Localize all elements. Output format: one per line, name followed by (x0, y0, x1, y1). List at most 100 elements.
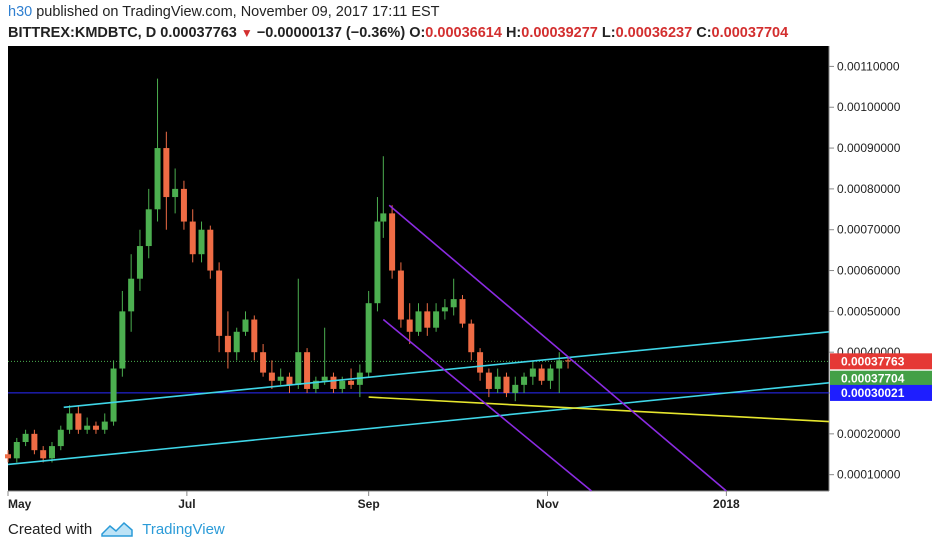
candle-body (40, 450, 47, 459)
candle-body (268, 372, 275, 381)
candle-body (565, 360, 572, 362)
candle-body (101, 421, 108, 430)
candle-body (415, 311, 422, 332)
time-tick-label: Nov (536, 497, 559, 511)
price-tick-label: 0.00080000 (837, 182, 901, 196)
publish-info: published on TradingView.com, November 0… (36, 4, 440, 20)
candle-body (31, 433, 38, 451)
time-ticks: May Jul Sep Nov 2018 (7, 491, 740, 511)
high-label: H: (505, 25, 522, 41)
candle-body (145, 209, 152, 247)
candle-body (163, 148, 170, 198)
candle-body (468, 323, 475, 353)
candle-body (494, 376, 501, 389)
change-value: −0.00000137 (−0.36%) (256, 25, 406, 41)
price-tick-label: 0.00090000 (837, 141, 901, 155)
trendline-yellow (368, 396, 830, 423)
close-value: 0.00037704 (711, 25, 789, 41)
candle-body (5, 454, 11, 459)
price-axis-background (829, 46, 932, 491)
time-tick-label: May (8, 497, 32, 511)
candle-body (529, 368, 536, 377)
candle-body (433, 311, 440, 328)
candle-body (321, 376, 328, 381)
candle-body (22, 433, 29, 443)
trendline-purple (388, 204, 727, 492)
tradingview-brand-link[interactable]: TradingView (142, 520, 225, 538)
price-tag-label: 0.00037704 (841, 372, 905, 386)
candle-body (441, 307, 448, 312)
horizontal-lines (8, 360, 829, 394)
price-tick-label: 0.00100000 (837, 100, 901, 114)
author-name[interactable]: h30 (8, 4, 33, 20)
candle-body (154, 148, 161, 210)
open-label: O: (409, 25, 426, 41)
candle-body (75, 413, 82, 430)
price-tick-label: 0.00020000 (837, 427, 901, 441)
candle-body (380, 213, 387, 222)
created-with-label: Created with (8, 520, 93, 538)
tradingview-logo-icon[interactable] (100, 520, 134, 538)
candle-body (180, 188, 187, 222)
candle-body (119, 311, 126, 369)
candle-body (348, 380, 355, 385)
ohlc-line: BITTREX:KMDBTC, D 0.00037763 ▼ −0.000001… (8, 25, 924, 41)
candle-body (556, 360, 563, 369)
candle-body (397, 270, 404, 320)
candle-body (207, 229, 214, 271)
candle-body (547, 368, 554, 381)
low-value: 0.00036237 (615, 25, 693, 41)
candle-body (424, 311, 431, 328)
candle-body (503, 376, 510, 394)
trendline-purple (382, 318, 593, 492)
price-chart[interactable]: 0.000100000.000200000.000300000.00040000… (0, 46, 932, 516)
candle-body (477, 352, 484, 373)
open-value: 0.00036614 (425, 25, 502, 41)
price-tick-label: 0.00050000 (837, 304, 901, 318)
candle-body (277, 376, 284, 381)
price-tick-label: 0.00060000 (837, 264, 901, 278)
price-tick-label: 0.00110000 (837, 59, 900, 73)
down-arrow-icon: ▼ (240, 26, 253, 40)
candle-body (286, 376, 293, 385)
symbol-label: BITTREX:KMDBTC, D (8, 25, 157, 41)
publish-line: h30 published on TradingView.com, Novemb… (8, 4, 924, 20)
price-tag-label: 0.00037763 (841, 354, 905, 368)
low-label: L: (601, 25, 616, 41)
trendline-cyan (63, 330, 830, 409)
candle-body (374, 221, 381, 304)
candle-body (66, 413, 73, 430)
candle-body (233, 331, 240, 353)
candle-body (48, 446, 55, 459)
candle-body (521, 376, 528, 385)
candle-body (110, 368, 117, 422)
close-label: C: (696, 25, 712, 41)
price-tick-label: 0.00010000 (837, 468, 901, 482)
time-tick-label: Jul (178, 497, 195, 511)
candle-body (57, 429, 64, 447)
time-tick-label: 2018 (713, 497, 740, 511)
candle-body (538, 368, 545, 381)
candle-body (242, 319, 249, 332)
candle-body (459, 299, 466, 324)
candles (5, 78, 572, 463)
trendline-cyan (7, 382, 830, 466)
candle-body (224, 335, 231, 353)
price-tag-box (830, 384, 932, 401)
candle-body (304, 352, 311, 389)
candle-body (295, 352, 302, 385)
candle-body (450, 299, 457, 308)
trendlines (7, 204, 830, 492)
price-tag-box (830, 353, 932, 370)
candle-body (485, 372, 492, 389)
candle-body (13, 442, 20, 459)
candle-body (84, 425, 91, 430)
candle-body (198, 229, 205, 255)
candle-body (172, 188, 179, 198)
candle-body (216, 270, 223, 336)
last-price: 0.00037763 (160, 25, 237, 41)
candle-body (406, 319, 413, 332)
time-tick-label: Sep (358, 497, 380, 511)
candle-body (189, 221, 196, 255)
